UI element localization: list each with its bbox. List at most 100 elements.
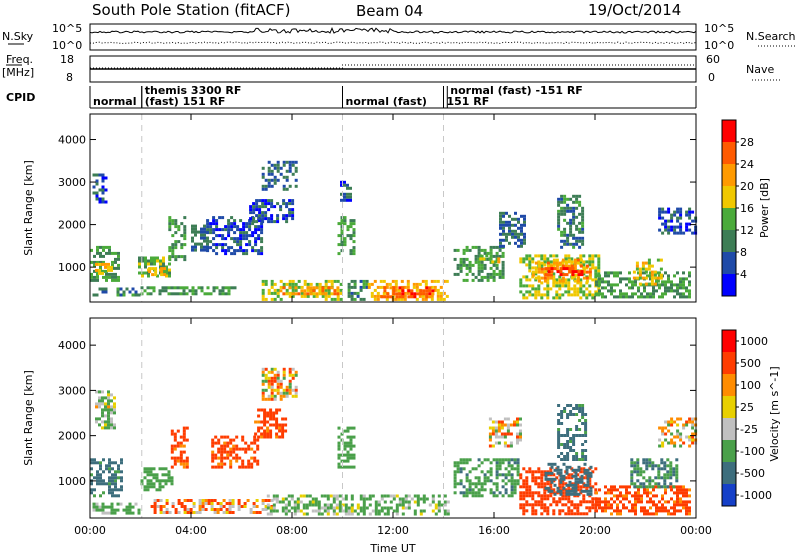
heatmap-cell bbox=[575, 407, 579, 410]
heatmap-cell bbox=[544, 486, 548, 490]
heatmap-cell bbox=[544, 267, 548, 271]
heatmap-cell bbox=[480, 278, 484, 282]
heatmap-cell bbox=[616, 503, 619, 507]
heatmap-cell bbox=[546, 257, 550, 261]
heatmap-cell bbox=[255, 199, 259, 203]
velocity-mode-lines bbox=[141, 318, 444, 518]
colorbar-tick-label: 8 bbox=[740, 246, 747, 259]
heatmap-cell bbox=[264, 373, 268, 377]
heatmap-cell bbox=[263, 435, 267, 439]
heatmap-cell bbox=[108, 491, 111, 495]
heatmap-cell bbox=[352, 435, 356, 439]
heatmap-cell bbox=[582, 263, 586, 267]
heatmap-cell bbox=[297, 292, 301, 296]
heatmap-cell bbox=[553, 477, 557, 481]
heatmap-cell bbox=[483, 476, 487, 480]
heatmap-cell bbox=[350, 509, 354, 513]
heatmap-cell bbox=[655, 280, 658, 284]
heatmap-cell bbox=[285, 214, 289, 218]
heatmap-cell bbox=[288, 382, 292, 386]
heatmap-cell bbox=[570, 264, 574, 268]
heatmap-cell bbox=[99, 254, 102, 258]
x-tick-label: 00:00 bbox=[74, 524, 106, 537]
heatmap-cell bbox=[220, 444, 224, 448]
x-tick-label: 08:00 bbox=[276, 524, 308, 537]
heatmap-cell bbox=[682, 271, 685, 275]
heatmap-cell bbox=[303, 282, 307, 286]
heatmap-cell bbox=[267, 184, 271, 188]
heatmap-cell bbox=[566, 413, 570, 416]
heatmap-cell bbox=[525, 479, 529, 483]
heatmap-cell bbox=[257, 408, 261, 412]
heatmap-cell bbox=[650, 264, 654, 268]
heatmap-cell bbox=[613, 274, 616, 278]
heatmap-cell bbox=[323, 506, 327, 510]
heatmap-cell bbox=[282, 184, 286, 188]
heatmap-cell bbox=[431, 509, 435, 513]
heatmap-cell bbox=[356, 512, 360, 516]
heatmap-cell bbox=[560, 443, 564, 446]
heatmap-cell bbox=[284, 417, 288, 421]
heatmap-cell bbox=[666, 473, 670, 477]
heatmap-cell bbox=[239, 219, 243, 223]
heatmap-cell bbox=[653, 270, 657, 274]
heatmap-cell bbox=[347, 512, 351, 516]
heatmap-cell bbox=[105, 272, 108, 276]
heatmap-cell bbox=[99, 245, 102, 249]
heatmap-cell bbox=[498, 269, 502, 273]
heatmap-cell bbox=[352, 219, 356, 223]
date-title: 19/Oct/2014 bbox=[588, 1, 681, 19]
heatmap-cell bbox=[676, 231, 680, 235]
heatmap-cell bbox=[149, 473, 153, 477]
heatmap-cell bbox=[666, 485, 670, 489]
heatmap-cell bbox=[667, 207, 671, 211]
heatmap-cell bbox=[675, 464, 679, 468]
heatmap-cell bbox=[337, 243, 341, 247]
heatmap-cell bbox=[516, 420, 519, 424]
heatmap-cell bbox=[576, 473, 580, 477]
heatmap-cell bbox=[557, 431, 561, 434]
heatmap-cell bbox=[598, 292, 601, 296]
heatmap-cell bbox=[352, 453, 356, 457]
heatmap-cell bbox=[585, 276, 589, 280]
heatmap-cell bbox=[349, 426, 353, 430]
heatmap-cell bbox=[183, 243, 187, 247]
heatmap-cell bbox=[610, 512, 613, 516]
heatmap-cell bbox=[581, 458, 585, 461]
heatmap-cell bbox=[676, 497, 679, 501]
heatmap-cell bbox=[483, 266, 487, 270]
heatmap-cell bbox=[285, 220, 289, 224]
heatmap-cell bbox=[284, 497, 288, 501]
heatmap-cell bbox=[288, 373, 292, 377]
heatmap-cell bbox=[182, 459, 186, 463]
heatmap-cell bbox=[108, 467, 111, 471]
heatmap-cell bbox=[156, 256, 159, 260]
heatmap-cell bbox=[591, 497, 595, 501]
heatmap-cell bbox=[636, 461, 640, 465]
heatmap-cell bbox=[160, 270, 164, 274]
heatmap-cell bbox=[456, 263, 460, 267]
heatmap-cell bbox=[101, 396, 104, 400]
heatmap-cell bbox=[276, 391, 280, 395]
heatmap-cell bbox=[382, 279, 386, 283]
heatmap-cell bbox=[162, 262, 165, 266]
heatmap-cell bbox=[418, 282, 422, 286]
heatmap-cell bbox=[374, 509, 378, 513]
heatmap-cell bbox=[176, 459, 180, 463]
heatmap-cell bbox=[343, 192, 346, 196]
heatmap-cell bbox=[664, 219, 668, 223]
heatmap-cell bbox=[570, 503, 574, 507]
heatmap-cell bbox=[437, 500, 441, 504]
heatmap-cell bbox=[643, 506, 646, 510]
heatmap-cell bbox=[676, 289, 679, 293]
heatmap-cell bbox=[288, 379, 292, 383]
heatmap-cell bbox=[407, 506, 411, 510]
heatmap-cell bbox=[650, 270, 654, 274]
heatmap-cell bbox=[261, 502, 265, 505]
heatmap-cell bbox=[546, 290, 550, 294]
heatmap-cell bbox=[273, 394, 277, 398]
colorbar-swatch bbox=[722, 330, 736, 352]
heatmap-cell bbox=[499, 217, 502, 221]
heatmap-cell bbox=[483, 458, 487, 462]
heatmap-cell bbox=[177, 255, 181, 259]
